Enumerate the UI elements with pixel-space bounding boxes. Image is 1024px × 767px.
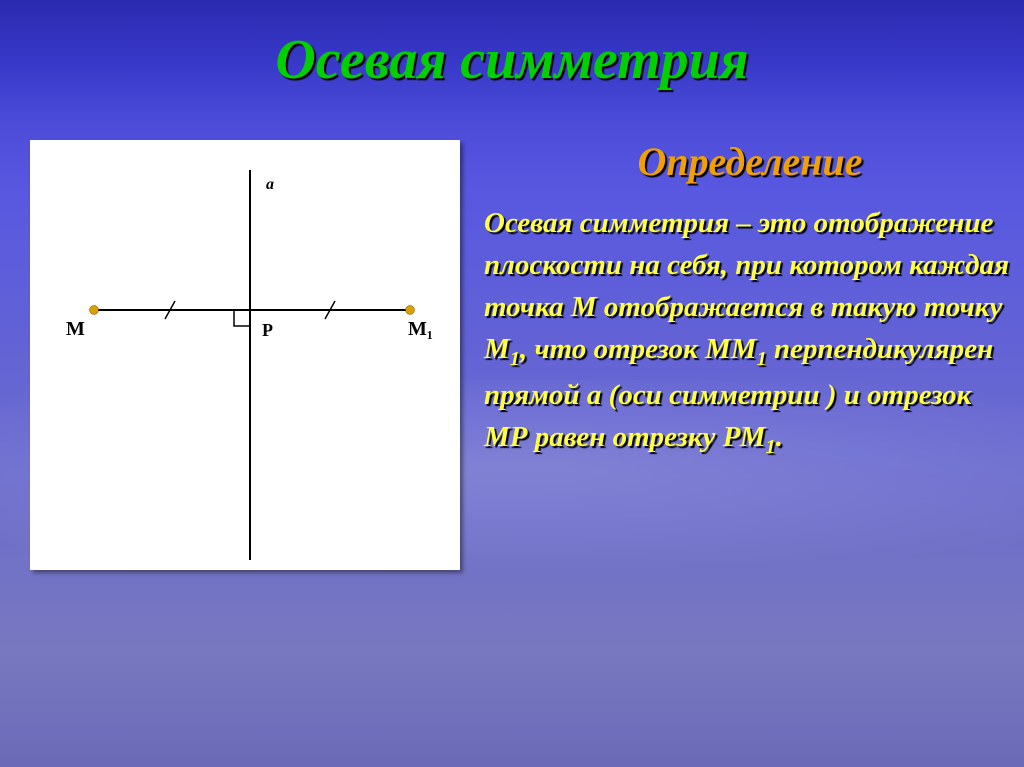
definition-text: Осевая симметрия – это отображение плоск… — [484, 202, 1018, 463]
point-label-P: P — [262, 320, 273, 341]
definition-heading: Определение — [500, 138, 1000, 185]
slide-title: Осевая симметрия — [0, 28, 1024, 92]
diagram-svg — [30, 140, 460, 570]
axis-label-a: a — [266, 176, 274, 194]
point-label-M: M — [66, 318, 85, 341]
geometry-diagram: a M M₁ P — [30, 140, 460, 570]
point-label-M1: M₁ — [408, 318, 433, 341]
